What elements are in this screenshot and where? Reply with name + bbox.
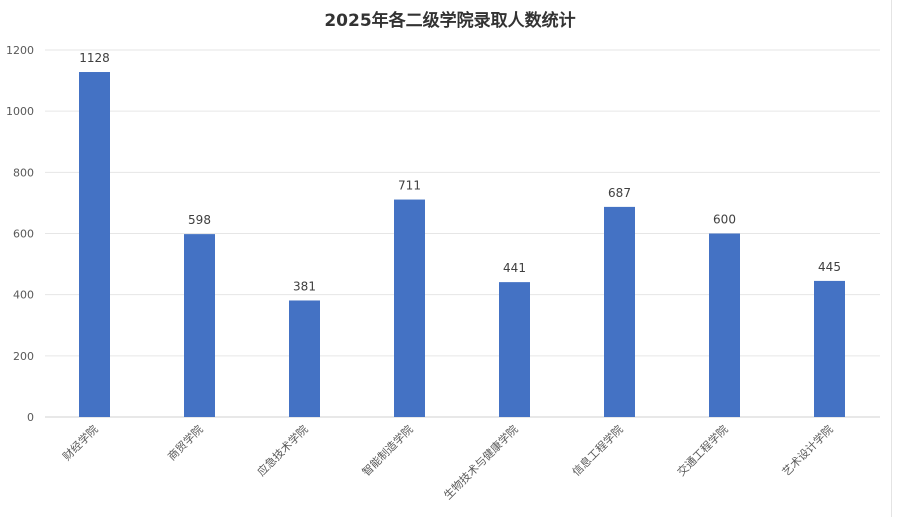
window-edge (891, 0, 892, 517)
data-label: 1128 (79, 51, 110, 65)
gridlines (45, 49, 880, 418)
data-label: 441 (503, 261, 526, 275)
x-tick-label: 商贸学院 (165, 422, 206, 463)
x-tick-label: 交通工程学院 (674, 422, 731, 479)
bar-2 (289, 300, 320, 417)
y-tick-label: 1000 (6, 105, 34, 118)
bar-1 (184, 234, 215, 417)
data-label: 445 (818, 260, 841, 274)
data-label: 598 (188, 213, 211, 227)
y-tick-label: 200 (13, 350, 34, 363)
bar-4 (499, 282, 530, 417)
y-tick-label: 800 (13, 166, 34, 179)
bar-5 (604, 206, 635, 417)
y-tick-label: 600 (13, 228, 34, 241)
y-tick-label: 400 (13, 289, 34, 302)
x-tick-label: 应急技术学院 (254, 422, 311, 479)
x-tick-label: 艺术设计学院 (779, 422, 836, 479)
chart-title: 2025年各二级学院录取人数统计 (324, 11, 576, 31)
x-tick-label: 财经学院 (60, 422, 101, 463)
y-tick-label: 0 (27, 411, 34, 424)
bar-3 (394, 199, 425, 417)
y-tick-label: 1200 (6, 44, 34, 57)
data-label: 711 (398, 179, 421, 193)
data-labels: 1128 598 381 711 441 687 600 445 (79, 51, 841, 293)
x-axis: 财经学院 商贸学院 应急技术学院 智能制造学院 生物技术与健康学院 信息工程学院 交通工程学… (60, 422, 836, 502)
y-axis: 0 200 400 600 800 1000 1200 (6, 44, 34, 424)
data-label: 687 (608, 186, 631, 200)
bar-7 (814, 280, 845, 417)
data-label: 600 (713, 213, 736, 227)
bars (79, 72, 845, 418)
x-tick-label: 信息工程学院 (569, 422, 626, 479)
data-label: 381 (293, 279, 316, 293)
bar-6 (709, 233, 740, 417)
bar-0 (79, 72, 110, 418)
x-tick-label: 生物技术与健康学院 (441, 422, 521, 502)
x-tick-label: 智能制造学院 (359, 422, 416, 479)
